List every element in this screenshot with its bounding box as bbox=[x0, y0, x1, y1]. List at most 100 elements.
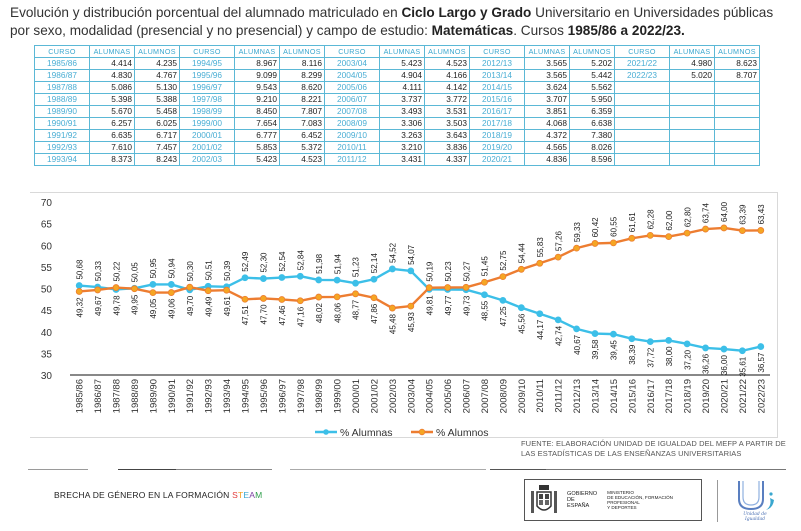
cell-curso: 1997/98 bbox=[179, 93, 235, 106]
cell-curso bbox=[614, 81, 670, 94]
data-point-alumnas bbox=[554, 316, 562, 324]
cell-alumnos: 6.638 bbox=[569, 117, 615, 130]
chart-frame bbox=[30, 192, 778, 438]
cell-alumnos: 4.142 bbox=[424, 81, 470, 94]
cell-curso: 2010/11 bbox=[324, 141, 380, 154]
cell-alumnas: 3.624 bbox=[524, 81, 570, 94]
cell-alumnas: 8.450 bbox=[234, 105, 280, 118]
data-label-alumnas: 49,78 bbox=[112, 295, 121, 316]
cell-alumnas: 5.086 bbox=[89, 81, 135, 94]
data-label-alumnos: 49,49 bbox=[204, 296, 213, 317]
cell-alumnos: 3.836 bbox=[424, 141, 470, 154]
legend-marker-alumnas bbox=[323, 429, 329, 435]
cell-curso: 1986/87 bbox=[34, 69, 90, 82]
cell-curso: 2021/22 bbox=[614, 57, 670, 70]
data-point-alumnos bbox=[720, 224, 728, 232]
data-label-alumnas: 38,00 bbox=[665, 346, 674, 367]
cell-curso: 1991/92 bbox=[34, 129, 90, 142]
data-point-alumnos bbox=[278, 296, 286, 303]
table-row: 1988/89 5.398 5.388 1997/98 9.210 8.221 2006/0… bbox=[34, 93, 760, 106]
data-label-alumnos: 45,48 bbox=[389, 314, 398, 335]
data-label-alumnas: 50,05 bbox=[131, 262, 140, 283]
data-label-alumnas: 36,57 bbox=[757, 352, 766, 373]
cell-alumnos: 7.083 bbox=[279, 117, 325, 130]
cell-alumnos: 8.243 bbox=[134, 153, 180, 166]
data-label-alumnos: 57,26 bbox=[554, 231, 563, 252]
x-tick-label: 2015/16 bbox=[627, 379, 638, 413]
cell-alumnos: 7.807 bbox=[279, 105, 325, 118]
cell-alumnas bbox=[669, 129, 715, 142]
data-label-alumnas: 49,70 bbox=[186, 295, 195, 316]
cell-alumnos: 5.202 bbox=[569, 57, 615, 70]
cell-curso: 2009/10 bbox=[324, 129, 380, 142]
divider-segment bbox=[176, 469, 272, 470]
x-tick-label: 2010/11 bbox=[535, 379, 546, 413]
page-title: Evolución y distribución porcentual del … bbox=[10, 4, 795, 40]
x-tick-label: 1997/98 bbox=[296, 379, 307, 413]
data-label-alumnos: 49,06 bbox=[168, 298, 177, 319]
column-header: ALUMNOS bbox=[569, 45, 615, 58]
y-tick-label: 35 bbox=[41, 349, 53, 360]
data-point-alumnas bbox=[499, 296, 507, 304]
y-tick-label: 55 bbox=[41, 263, 53, 274]
data-label-alumnos: 49,95 bbox=[131, 294, 140, 315]
title-text: Universitario en Universidades públicas … bbox=[10, 5, 774, 38]
cell-alumnas bbox=[669, 153, 715, 166]
x-tick-label: 1991/92 bbox=[185, 379, 196, 413]
table-row: 1985/86 4.414 4.235 1994/95 8.967 8.116 2003/0… bbox=[34, 57, 760, 70]
source-line-1: FUENTE: ELABORACIÓN UNIDAD DE IGUALDAD D… bbox=[521, 439, 786, 448]
data-point-alumnas bbox=[573, 325, 580, 333]
data-point-alumnos bbox=[167, 289, 175, 296]
government-logo: GOBIERNO DE ESPAÑA MINISTERIO DE EDUCACI… bbox=[524, 479, 702, 521]
data-label-alumnos: 60,42 bbox=[591, 217, 600, 238]
data-point-alumnos bbox=[186, 283, 194, 291]
y-tick-label: 65 bbox=[41, 220, 53, 231]
data-label-alumnas: 40,67 bbox=[573, 334, 582, 355]
data-label-alumnas: 36,00 bbox=[720, 355, 729, 376]
data-label-alumnas: 39,58 bbox=[591, 339, 600, 360]
cell-alumnos: 8.623 bbox=[714, 57, 760, 70]
data-point-alumnas bbox=[481, 291, 488, 299]
cell-curso: 1996/97 bbox=[179, 81, 235, 94]
data-label-alumnas: 37,20 bbox=[683, 349, 692, 370]
data-label-alumnos: 62,28 bbox=[646, 209, 655, 230]
cell-curso: 1994/95 bbox=[179, 57, 235, 70]
cell-curso: 2019/20 bbox=[469, 141, 525, 154]
data-point-alumnas bbox=[370, 275, 378, 283]
x-tick-label: 1992/93 bbox=[204, 379, 215, 413]
data-point-alumnos bbox=[738, 227, 746, 234]
data-label-alumnas: 45,56 bbox=[518, 313, 527, 334]
x-tick-label: 2016/17 bbox=[646, 379, 657, 413]
data-point-alumnas bbox=[75, 282, 83, 289]
column-header: CURSO bbox=[324, 45, 380, 58]
x-tick-label: 1989/90 bbox=[148, 379, 159, 413]
ui-logo-icon bbox=[738, 481, 774, 511]
unidad-igualdad-logo: Unidad de Igualdad bbox=[733, 478, 783, 526]
data-point-alumnas bbox=[683, 340, 691, 348]
cell-curso: 1989/90 bbox=[34, 105, 90, 118]
cell-alumnas: 7.610 bbox=[89, 141, 135, 154]
x-tick-label: 2012/13 bbox=[572, 379, 583, 413]
cell-alumnas: 7.654 bbox=[234, 117, 280, 130]
divider-segment bbox=[290, 469, 486, 470]
x-tick-label: 2017/18 bbox=[664, 379, 675, 413]
column-header: CURSO bbox=[614, 45, 670, 58]
data-label-alumnos: 47,70 bbox=[260, 304, 269, 325]
cell-curso bbox=[614, 93, 670, 106]
data-point-alumnos bbox=[370, 294, 378, 302]
data-label-alumnas: 51,94 bbox=[333, 254, 342, 275]
data-label-alumnos: 50,27 bbox=[462, 261, 471, 282]
data-label-alumnos: 63,39 bbox=[739, 204, 748, 225]
data-point-alumnos bbox=[610, 239, 617, 247]
cell-curso: 2012/13 bbox=[469, 57, 525, 70]
data-point-alumnas bbox=[407, 267, 415, 275]
table-row: 1993/94 8.373 8.243 2002/03 5.423 4.523 2011/1… bbox=[34, 153, 760, 166]
column-header: ALUMNAS bbox=[379, 45, 425, 58]
data-label-alumnas: 50,94 bbox=[168, 258, 177, 279]
data-label-alumnos: 49,05 bbox=[149, 298, 158, 319]
x-tick-label: 2000/01 bbox=[351, 379, 362, 413]
cell-alumnas: 6.257 bbox=[89, 117, 135, 130]
data-point-alumnos bbox=[149, 289, 157, 297]
x-tick-label: 2013/14 bbox=[591, 379, 602, 413]
data-point-alumnos bbox=[112, 284, 120, 291]
